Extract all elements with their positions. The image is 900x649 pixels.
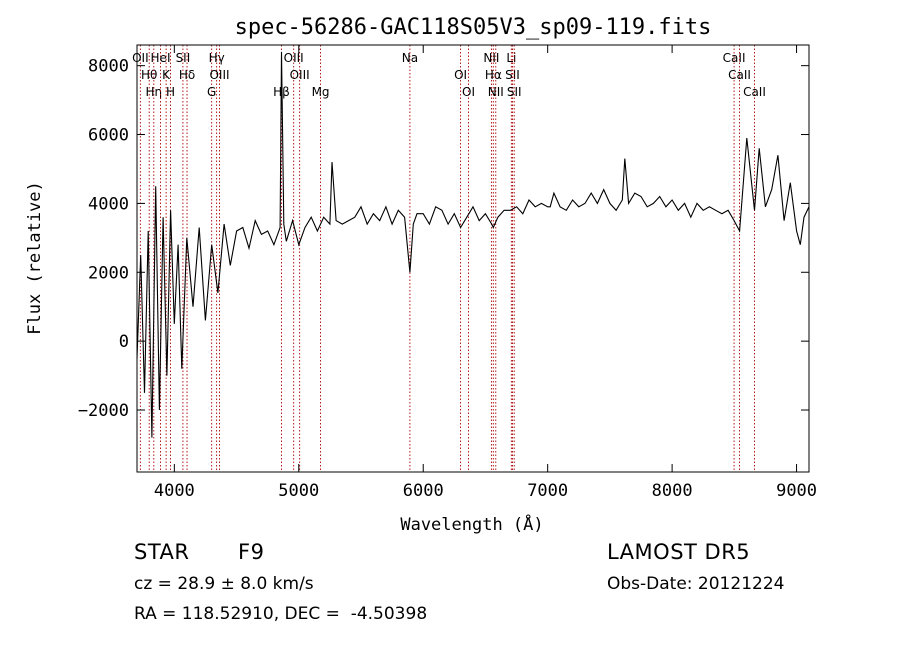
spectral-line-label: CaII [728,68,751,82]
spectral-line-label: NII [483,51,499,65]
spectral-line-label: Hη [145,85,162,99]
spectral-line-label: HeI [151,51,171,65]
y-axis-label: Flux (relative) [25,181,45,335]
spectral-line-label: NII [488,85,504,99]
spectral-line-label: H [166,85,175,99]
y-tick-label: 2000 [88,263,129,283]
spectral-line-label: OIII [290,68,310,82]
spectral-line-label: Hδ [179,68,195,82]
spectral-line-label: Na [402,51,418,65]
x-tick-label: 4000 [154,481,195,501]
observation-date: Obs-Date: 20121224 [607,574,785,594]
spectral-line-label: Hα [485,68,502,82]
spectrum-layer [136,51,810,438]
y-tick-label: −2000 [78,401,129,421]
object-class: STAR [134,540,190,564]
spectral-line-label: Hγ [209,51,225,65]
chart-title: spec-56286-GAC118S05V3_sp09-119.fits [235,15,712,40]
spectral-line-label: SII [507,85,522,99]
spectral-line-label: OIII [209,68,229,82]
x-tick-label: 5000 [278,481,319,501]
x-axis-label: Wavelength (Å) [400,513,543,535]
x-tick-label: 8000 [652,481,693,501]
subclass: F9 [238,540,265,564]
spectral-line-label: CaII [743,85,766,99]
spectral-line-label: SII [505,68,520,82]
y-tick-label: 4000 [88,194,129,214]
redshift-value: cz = 28.9 ± 8.0 km/s [134,574,314,594]
spectral-line-label: K [162,68,171,82]
spectral-line-label: Li [506,51,516,65]
spectral-lines-layer: OIIHθHηHeIKHSIIHδGHγOIIIHβOIIIOIIIMgNaOI… [132,45,766,472]
y-tick-label: 6000 [88,126,129,146]
x-tick-label: 7000 [527,481,568,501]
plot-frame [136,44,810,473]
spectral-line-label: CaII [723,51,746,65]
y-tick-label: 0 [119,332,129,352]
spectrum-line [136,51,810,438]
spectral-line-label: OI [454,68,467,82]
x-tick-label: 6000 [403,481,444,501]
spectral-line-label: G [207,85,216,99]
spectral-line-label: Hθ [141,68,157,82]
spectral-line-label: OIII [284,51,304,65]
survey-name: LAMOST DR5 [607,540,751,564]
spectral-line-label: OI [462,85,475,99]
y-tick-label: 8000 [88,57,129,77]
coordinates: RA = 118.52910, DEC = -4.50398 [134,604,428,624]
spectral-line-label: SII [176,51,191,65]
spectral-line-label: OII [132,51,149,65]
axis-ticks-layer: 4000 5000 6000 7000 8000 9000 −2000 0 2000 4000 60… [78,45,817,501]
x-tick-label: 9000 [776,481,817,501]
spectral-line-label: Mg [312,85,330,99]
